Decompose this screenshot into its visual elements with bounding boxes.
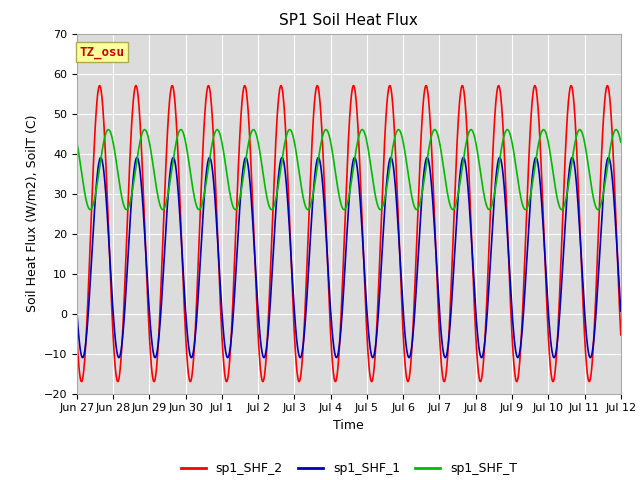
- sp1_SHF_2: [570, 92, 577, 98]
- sp1_SHF_T: [232, 207, 239, 213]
- sp1_SHF_1: [365, 333, 372, 338]
- sp1_SHF_T: [617, 139, 625, 145]
- Line: sp1_SHF_T: sp1_SHF_T: [77, 130, 621, 210]
- sp1_SHF_1: [584, 348, 592, 354]
- Line: sp1_SHF_2: sp1_SHF_2: [77, 85, 621, 382]
- sp1_SHF_T: [225, 184, 232, 190]
- sp1_SHF_T: [570, 150, 577, 156]
- sp1_SHF_1: [73, 308, 81, 314]
- sp1_SHF_2: [225, 371, 232, 376]
- sp1_SHF_T: [73, 139, 81, 145]
- sp1_SHF_1: [570, 156, 577, 162]
- sp1_SHF_1: [79, 355, 86, 360]
- Title: SP1 Soil Heat Flux: SP1 Soil Heat Flux: [280, 13, 418, 28]
- sp1_SHF_2: [508, 316, 515, 322]
- Y-axis label: Soil Heat Flux (W/m2), SoilT (C): Soil Heat Flux (W/m2), SoilT (C): [25, 115, 38, 312]
- sp1_SHF_1: [508, 296, 515, 302]
- Legend: sp1_SHF_2, sp1_SHF_1, sp1_SHF_T: sp1_SHF_2, sp1_SHF_1, sp1_SHF_T: [175, 457, 522, 480]
- X-axis label: Time: Time: [333, 419, 364, 432]
- sp1_SHF_T: [584, 163, 592, 168]
- sp1_SHF_2: [376, 245, 384, 251]
- sp1_SHF_2: [584, 377, 592, 383]
- sp1_SHF_2: [365, 355, 372, 360]
- sp1_SHF_2: [458, 83, 466, 88]
- sp1_SHF_T: [365, 150, 372, 156]
- sp1_SHF_T: [508, 135, 515, 141]
- sp1_SHF_1: [225, 352, 233, 358]
- Text: TZ_osu: TZ_osu: [79, 46, 125, 59]
- sp1_SHF_T: [213, 127, 221, 132]
- sp1_SHF_2: [477, 379, 484, 384]
- sp1_SHF_1: [617, 308, 625, 314]
- Line: sp1_SHF_1: sp1_SHF_1: [77, 157, 621, 358]
- sp1_SHF_T: [377, 207, 385, 213]
- sp1_SHF_1: [377, 274, 385, 280]
- sp1_SHF_2: [617, 332, 625, 338]
- sp1_SHF_1: [97, 155, 104, 160]
- sp1_SHF_2: [73, 332, 81, 338]
